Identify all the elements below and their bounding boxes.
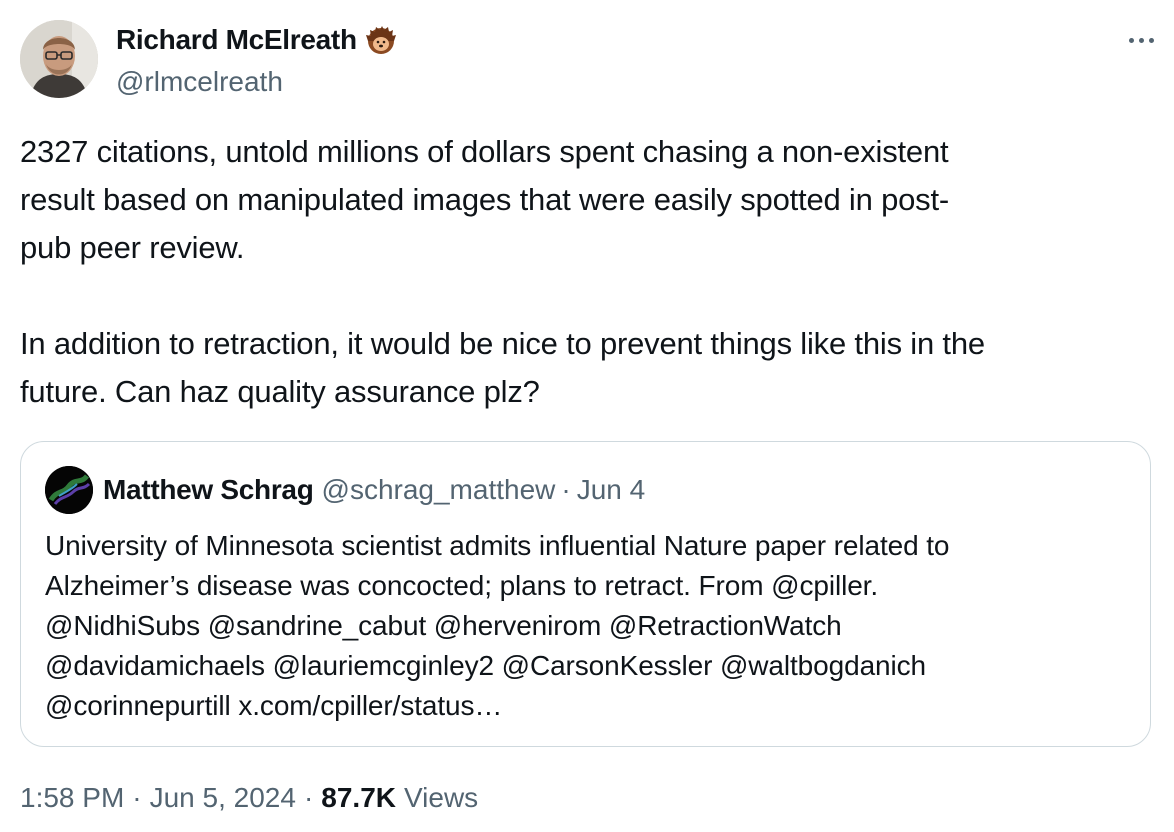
quoted-tweet-header: Matthew Schrag @schrag_matthew · Jun 4	[45, 466, 645, 514]
separator-dot: ·	[303, 782, 314, 813]
author-name-text[interactable]: Richard McElreath	[116, 24, 357, 55]
author-name[interactable]: Richard McElreath	[116, 24, 397, 56]
tweet-time[interactable]: 1:58 PM	[20, 782, 125, 813]
separator-dot: ·	[561, 474, 571, 505]
quoted-author-handle[interactable]: @schrag_matthew	[321, 474, 556, 505]
tweet-text-line: pub peer review.	[20, 230, 245, 265]
quoted-text-line: @davidamichaels @lauriemcginley2 @Carson…	[45, 650, 927, 681]
quoted-text-line: @NidhiSubs @sandrine_cabut @hervenirom @…	[45, 610, 842, 641]
quoted-author-avatar[interactable]	[45, 466, 93, 514]
tweet-text-line: 2327 citations, untold millions of dolla…	[20, 134, 949, 169]
tweet-meta: 1:58 PM · Jun 5, 2024 · 87.7K Views	[20, 782, 478, 814]
tweet-date[interactable]: Jun 5, 2024	[149, 782, 296, 813]
tweet-text-line: In addition to retraction, it would be n…	[20, 326, 985, 361]
tweet-text-line: future. Can haz quality assurance plz?	[20, 374, 540, 409]
author-handle[interactable]: @rlmcelreath	[116, 66, 283, 97]
quoted-text-line: Alzheimer’s disease was concocted; plans…	[45, 570, 879, 601]
views-label: Views	[404, 782, 479, 813]
quoted-text-line: University of Minnesota scientist admits…	[45, 530, 950, 561]
quoted-author-name[interactable]: Matthew Schrag	[103, 474, 314, 505]
more-options-icon[interactable]	[1118, 30, 1154, 50]
quoted-tweet-card[interactable]: Matthew Schrag @schrag_matthew · Jun 4 U…	[20, 441, 1151, 747]
quoted-tweet-text: University of Minnesota scientist admits…	[45, 526, 1135, 726]
quoted-tweet-date[interactable]: Jun 4	[576, 474, 646, 505]
tweet-body: 2327 citations, untold millions of dolla…	[20, 128, 1160, 416]
views-count: 87.7K	[321, 782, 396, 813]
hedgehog-emoji-icon	[365, 24, 397, 56]
separator-dot: ·	[132, 782, 142, 813]
tweet-text-line: result based on manipulated images that …	[20, 182, 949, 217]
tweet-header: Richard McElreath @rlmcelreath	[20, 20, 1154, 102]
author-avatar[interactable]	[20, 20, 98, 98]
quoted-text-line: @corinnepurtill x.com/cpiller/status…	[45, 690, 503, 721]
